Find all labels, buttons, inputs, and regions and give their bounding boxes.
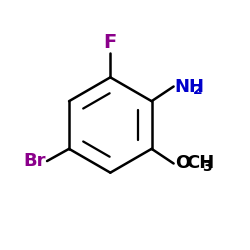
Text: Br: Br <box>23 152 46 170</box>
Text: NH: NH <box>175 78 205 96</box>
Text: 2: 2 <box>193 83 203 97</box>
Text: F: F <box>104 33 117 52</box>
Text: CH: CH <box>186 154 215 172</box>
Text: O: O <box>175 154 190 172</box>
Text: 3: 3 <box>202 160 211 174</box>
